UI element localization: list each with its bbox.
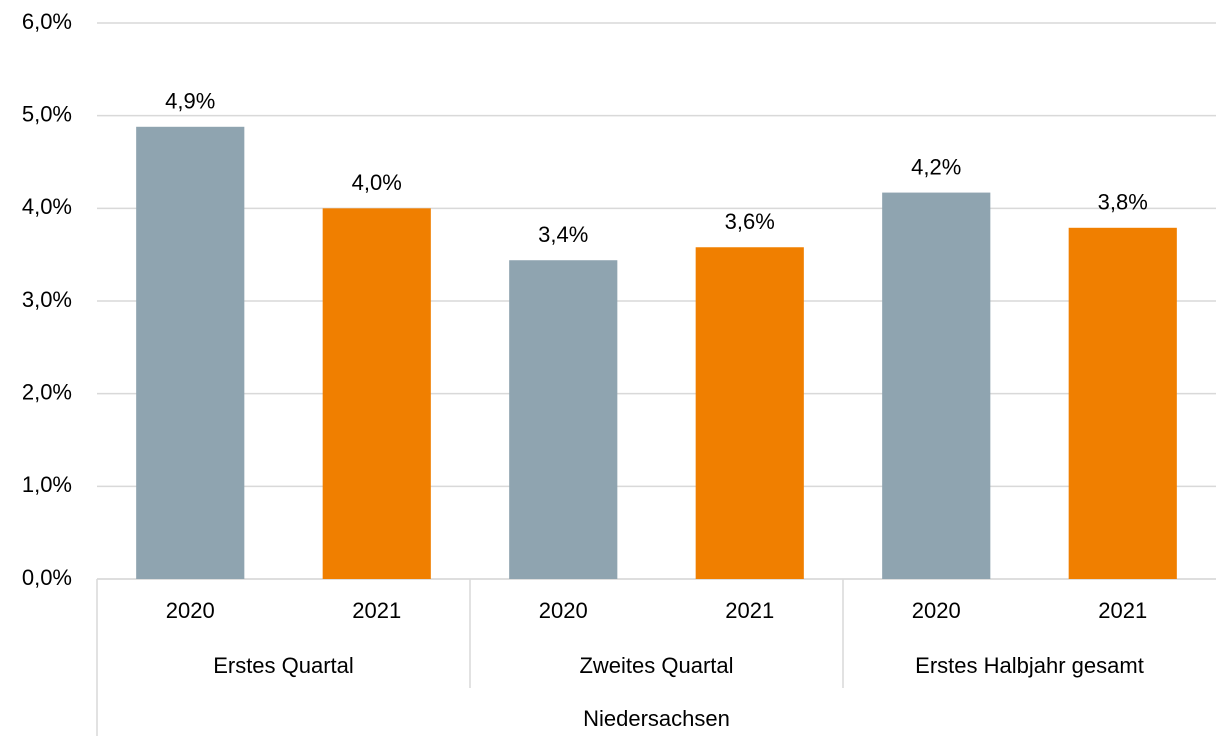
data-label: 3,8% [1098, 190, 1148, 215]
data-label: 4,2% [911, 154, 961, 179]
group-label: Erstes Halbjahr gesamt [915, 653, 1144, 678]
bar [1068, 227, 1177, 579]
data-label: 4,9% [165, 89, 215, 114]
y-tick-label: 2,0% [22, 379, 72, 404]
x-tick-label: 2020 [539, 598, 588, 623]
data-label: 4,0% [352, 170, 402, 195]
bar [695, 247, 804, 579]
x-tick-label: 2020 [912, 598, 961, 623]
y-tick-label: 6,0% [22, 9, 72, 34]
x-tick-label: 2020 [166, 598, 215, 623]
x-tick-label: 2021 [1098, 598, 1147, 623]
group-label: Erstes Quartal [213, 653, 354, 678]
y-tick-label: 3,0% [22, 287, 72, 312]
data-label: 3,6% [725, 209, 775, 234]
supergroup-label: Niedersachsen [583, 706, 730, 731]
bar [509, 260, 618, 579]
data-label: 3,4% [538, 222, 588, 247]
bar [882, 192, 991, 579]
x-tick-label: 2021 [352, 598, 401, 623]
group-label: Zweites Quartal [579, 653, 733, 678]
y-tick-label: 1,0% [22, 472, 72, 497]
x-tick-label: 2021 [725, 598, 774, 623]
y-tick-label: 0,0% [22, 565, 72, 590]
bar [322, 208, 431, 580]
y-tick-label: 5,0% [22, 101, 72, 126]
bar [136, 126, 245, 579]
y-tick-label: 4,0% [22, 194, 72, 219]
